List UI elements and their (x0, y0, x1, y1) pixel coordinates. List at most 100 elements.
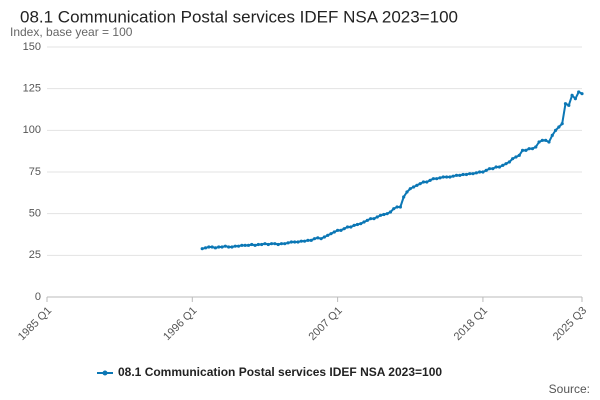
point (207, 245, 211, 249)
point (382, 212, 386, 217)
point (240, 243, 244, 247)
point (511, 157, 515, 161)
point (494, 165, 498, 169)
point (283, 242, 287, 246)
point (213, 246, 218, 250)
point (260, 242, 264, 247)
x-tick-label: 1985 Q1 (16, 305, 54, 343)
point (544, 138, 548, 142)
point (563, 102, 568, 106)
point (279, 242, 284, 246)
point (487, 167, 492, 171)
point (362, 220, 366, 224)
y-tick-label: 100 (23, 124, 41, 136)
point (250, 242, 254, 247)
point (289, 240, 293, 244)
point (570, 93, 574, 97)
point (230, 245, 234, 249)
point (471, 172, 475, 176)
chart-title: 08.1 Communication Postal services IDEF … (20, 7, 458, 26)
point (580, 92, 584, 96)
y-tick-label: 0 (35, 291, 41, 303)
point (560, 122, 564, 126)
point (507, 160, 511, 164)
point (375, 215, 379, 219)
point (501, 163, 505, 167)
point (269, 242, 274, 246)
point (468, 172, 472, 176)
point (395, 205, 399, 209)
point (349, 225, 353, 229)
point (336, 228, 340, 232)
point (418, 182, 422, 186)
point (286, 241, 290, 245)
point (312, 237, 317, 241)
point (227, 245, 231, 249)
y-tick-label: 150 (23, 41, 41, 53)
point (355, 222, 360, 227)
point (299, 239, 303, 243)
point (200, 247, 204, 251)
point (547, 140, 551, 144)
y-tick-label: 25 (29, 249, 41, 261)
y-tick-label: 75 (29, 166, 41, 178)
point (577, 90, 581, 94)
point (428, 178, 432, 182)
point (236, 244, 241, 248)
point (243, 243, 247, 247)
point (385, 212, 389, 216)
legend-marker (102, 370, 108, 376)
x-tick-label: 2007 Q1 (306, 305, 344, 343)
point (573, 97, 577, 101)
point (220, 245, 224, 249)
point (431, 177, 435, 181)
point (435, 177, 439, 181)
point (253, 243, 257, 247)
point (504, 162, 508, 166)
point (530, 147, 535, 151)
point (448, 175, 452, 179)
point (345, 225, 350, 229)
point (438, 176, 442, 180)
point (246, 243, 251, 247)
point (359, 222, 363, 226)
point (451, 174, 455, 178)
point (263, 242, 267, 246)
point (293, 240, 297, 244)
point (415, 183, 419, 187)
x-tick-label: 2018 Q1 (452, 305, 490, 343)
point (461, 172, 465, 177)
point (296, 240, 300, 244)
point (306, 238, 310, 242)
point (402, 195, 406, 199)
point (567, 103, 571, 107)
point (339, 228, 343, 232)
point (454, 173, 459, 177)
point (316, 236, 320, 240)
point (411, 185, 416, 189)
point (388, 210, 393, 214)
point (256, 242, 260, 247)
point (405, 190, 409, 194)
point (266, 242, 270, 247)
point (441, 175, 445, 179)
point (421, 180, 426, 184)
point (537, 140, 541, 144)
point (398, 205, 402, 209)
point (342, 227, 346, 231)
point (534, 145, 538, 149)
y-tick-label: 125 (23, 83, 41, 95)
point (302, 239, 307, 243)
point (392, 207, 396, 211)
point (484, 168, 488, 172)
point (372, 217, 376, 221)
point (524, 148, 528, 152)
point (233, 244, 237, 248)
x-tick-label: 2025 Q3 (551, 305, 589, 343)
point (474, 171, 478, 175)
point (369, 217, 373, 221)
y-tick-label: 50 (29, 208, 41, 220)
point (223, 244, 227, 248)
point (458, 173, 462, 177)
point (517, 153, 521, 157)
